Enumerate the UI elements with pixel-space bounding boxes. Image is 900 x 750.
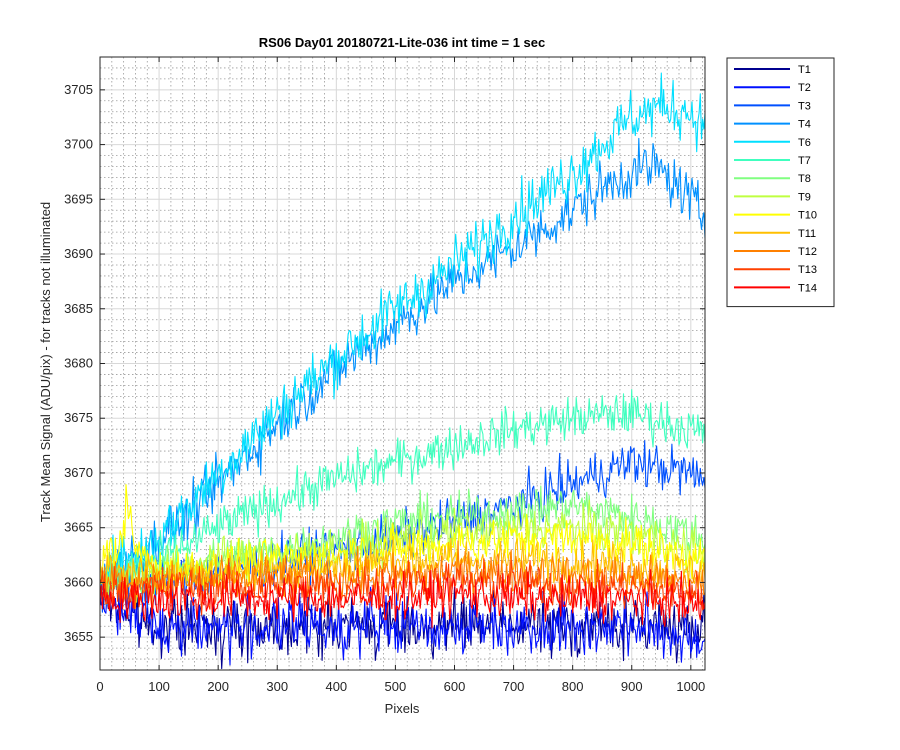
legend-label-t10: T10 (798, 210, 817, 222)
x-tick-label: 0 (96, 679, 103, 694)
legend-label-t7: T7 (798, 155, 811, 167)
y-tick-label: 3680 (64, 356, 93, 371)
series-line-t9 (100, 499, 705, 603)
series-line-t6 (100, 72, 705, 606)
y-tick-label: 3665 (64, 520, 93, 535)
legend-label-t2: T2 (798, 82, 811, 94)
series-line-t4 (100, 137, 705, 603)
series-line-t14 (100, 569, 705, 629)
legend-label-t6: T6 (798, 137, 811, 149)
x-axis-label: Pixels (385, 701, 420, 716)
series-line-t2 (100, 585, 705, 666)
x-tick-label: 800 (562, 679, 584, 694)
series-line-t10 (100, 484, 705, 593)
series-group (100, 72, 705, 670)
legend-label-t8: T8 (798, 173, 811, 185)
x-tick-label: 1000 (676, 679, 705, 694)
y-tick-label: 3685 (64, 301, 93, 316)
y-tick-label: 3670 (64, 465, 93, 480)
plot-area: 0 100 200 300 400 500 600 700 800 900 1000 3655 3660… (64, 56, 706, 694)
y-tick-label: 3655 (64, 629, 93, 644)
legend-label-t1: T1 (798, 64, 811, 76)
x-tick-label: 300 (266, 679, 288, 694)
y-tick-label: 3705 (64, 82, 93, 97)
chart-title: RS06 Day01 20180721-Lite-036 int time = … (259, 35, 546, 50)
legend-label-t9: T9 (798, 191, 811, 203)
legend-label-t11: T11 (798, 228, 816, 240)
y-tick-label: 3700 (64, 137, 93, 152)
series-line-t1 (100, 569, 705, 670)
x-tick-label: 500 (385, 679, 407, 694)
series-line-t7 (100, 389, 705, 595)
legend: T1 T2 T3 T4 T6 T7 T8 T9 T10 T11 T12 T13 T14 (726, 57, 835, 308)
y-tick-label: 3695 (64, 191, 93, 206)
x-tick-label: 600 (444, 679, 466, 694)
x-tick-label: 100 (148, 679, 170, 694)
legend-label-t13: T13 (798, 264, 817, 276)
y-tick-label: 3660 (64, 574, 93, 589)
y-tick-label: 3675 (64, 410, 93, 425)
x-tick-label: 700 (503, 679, 525, 694)
legend-label-t4: T4 (798, 119, 811, 131)
legend-box (726, 57, 835, 308)
legend-label-t12: T12 (798, 246, 817, 258)
legend-label-t14: T14 (798, 282, 817, 294)
x-tick-label: 200 (207, 679, 229, 694)
x-tick-label: 900 (621, 679, 643, 694)
y-tick-label: 3690 (64, 246, 93, 261)
y-axis-label: Track Mean Signal (ADU/pix) - for tracks… (38, 202, 53, 522)
x-tick-label: 400 (325, 679, 347, 694)
legend-label-t3: T3 (798, 100, 811, 112)
